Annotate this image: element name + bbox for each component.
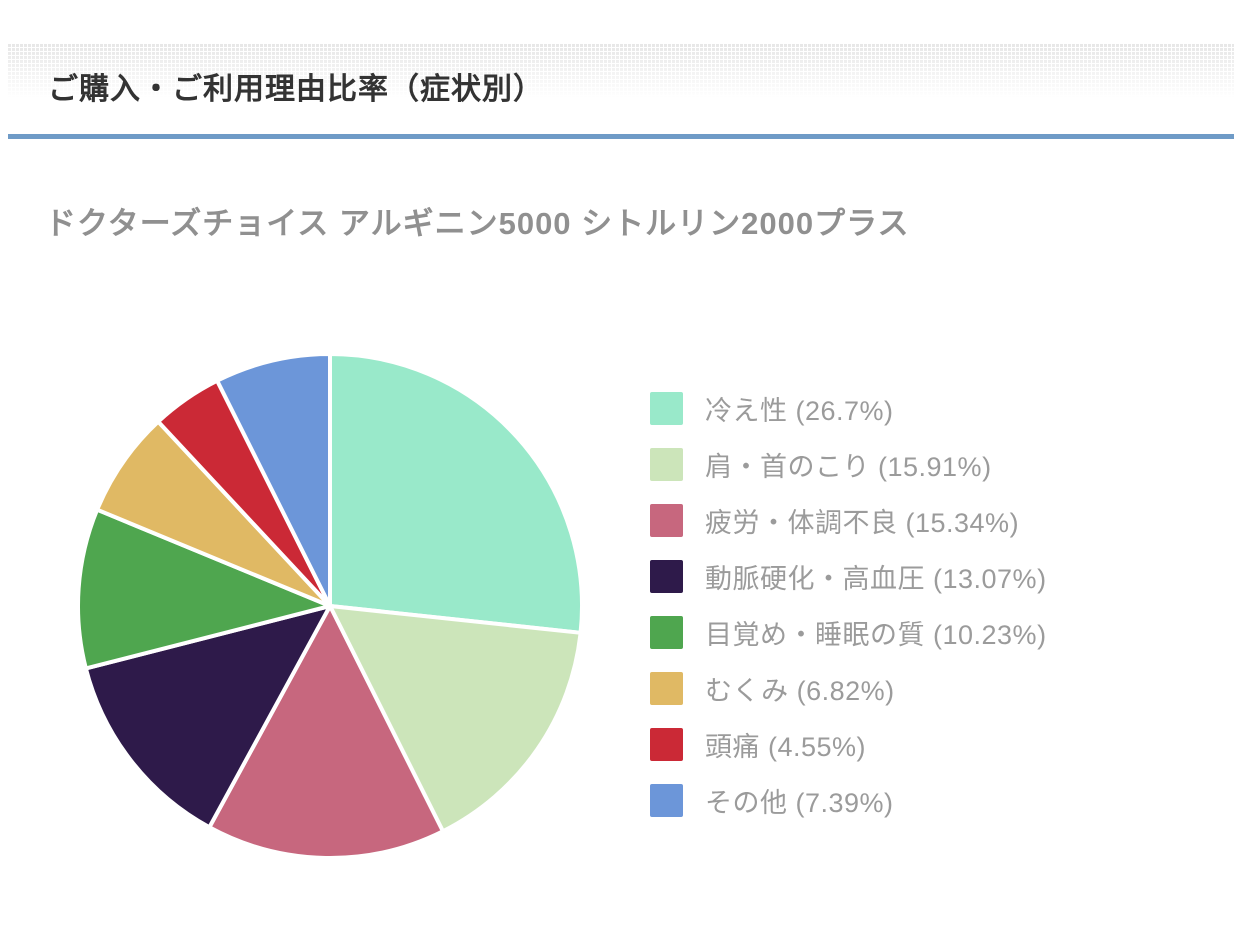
pie-slice-5[interactable] bbox=[95, 419, 332, 608]
legend-swatch-icon bbox=[650, 560, 683, 593]
header-texture bbox=[8, 44, 1234, 98]
legend-swatch-icon bbox=[650, 672, 683, 705]
pie-slice-1[interactable] bbox=[328, 604, 583, 834]
legend-label: 疲労・体調不良 (15.34%) bbox=[705, 508, 1020, 538]
pie-slice-0[interactable] bbox=[328, 352, 585, 635]
legend-swatch-icon bbox=[650, 392, 683, 425]
legend-label: その他 (7.39%) bbox=[705, 788, 894, 818]
pie-chart bbox=[75, 351, 585, 861]
legend-item-5[interactable]: むくみ (6.82%) bbox=[650, 672, 1047, 706]
legend-item-1[interactable]: 肩・首のこり (15.91%) bbox=[650, 448, 1047, 482]
legend-swatch-icon bbox=[650, 448, 683, 481]
legend-label: 肩・首のこり (15.91%) bbox=[705, 452, 992, 482]
legend-swatch-icon bbox=[650, 784, 683, 817]
pie-slice-2[interactable] bbox=[207, 604, 445, 860]
legend-item-7[interactable]: その他 (7.39%) bbox=[650, 784, 1047, 818]
pie-slice-4[interactable] bbox=[76, 507, 332, 671]
legend-swatch-icon bbox=[650, 616, 683, 649]
legend-item-0[interactable]: 冷え性 (26.7%) bbox=[650, 392, 1047, 426]
legend-label: 目覚め・睡眠の質 (10.23%) bbox=[705, 620, 1047, 650]
legend-item-3[interactable]: 動脈硬化・高血圧 (13.07%) bbox=[650, 560, 1047, 594]
legend-item-6[interactable]: 頭痛 (4.55%) bbox=[650, 728, 1047, 762]
pie-slice-3[interactable] bbox=[83, 604, 332, 830]
legend-swatch-icon bbox=[650, 504, 683, 537]
page-title: ご購入・ご利用理由比率（症状別） bbox=[48, 73, 544, 106]
header-divider bbox=[8, 134, 1234, 139]
legend-label: 冷え性 (26.7%) bbox=[705, 396, 894, 426]
legend: 冷え性 (26.7%) 肩・首のこり (15.91%) 疲労・体調不良 (15.34… bbox=[650, 392, 1047, 840]
legend-label: 動脈硬化・高血圧 (13.07%) bbox=[705, 564, 1047, 594]
pie-slice-7[interactable] bbox=[215, 352, 332, 608]
chart-subtitle: ドクターズチョイス アルギニン5000 シトルリン2000プラス bbox=[45, 206, 910, 241]
legend-swatch-icon bbox=[650, 728, 683, 761]
legend-label: むくみ (6.82%) bbox=[705, 676, 895, 706]
legend-item-4[interactable]: 目覚め・睡眠の質 (10.23%) bbox=[650, 616, 1047, 650]
legend-item-2[interactable]: 疲労・体調不良 (15.34%) bbox=[650, 504, 1047, 538]
legend-label: 頭痛 (4.55%) bbox=[705, 732, 867, 762]
